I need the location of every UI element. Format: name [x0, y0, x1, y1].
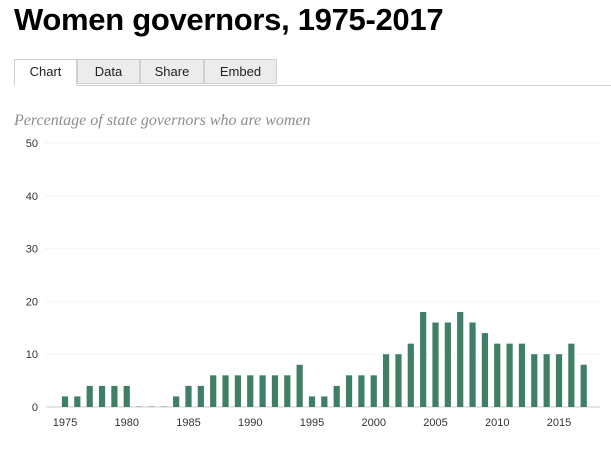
bar: [494, 343, 501, 407]
bar: [234, 375, 241, 407]
bar: [383, 354, 390, 407]
bar: [185, 385, 192, 407]
bar: [111, 385, 118, 407]
bar: [568, 343, 575, 407]
page-title: Women governors, 1975-2017: [14, 2, 444, 37]
bar: [271, 375, 279, 407]
x-tick-label: 2015: [547, 417, 571, 429]
x-tick-label: 1985: [176, 417, 200, 429]
tab-share[interactable]: Share: [140, 59, 204, 84]
bar: [173, 396, 180, 407]
bar: [86, 385, 93, 407]
y-tick-label: 10: [26, 349, 38, 361]
x-tick-label: 1975: [53, 417, 77, 429]
y-tick-label: 30: [26, 244, 38, 256]
bar: [580, 364, 587, 407]
bar: [457, 311, 464, 407]
bar: [555, 354, 563, 407]
bar: [531, 354, 538, 407]
bar: [123, 385, 130, 407]
tab-embed[interactable]: Embed: [204, 59, 277, 84]
bar: [345, 375, 353, 407]
bar: [370, 375, 377, 407]
y-tick-label: 50: [26, 138, 38, 150]
x-tick-label: 2010: [485, 417, 509, 429]
bar: [308, 396, 316, 407]
x-tick-label: 2005: [423, 417, 447, 429]
bar: [444, 322, 451, 407]
x-tick-label: 1980: [115, 417, 139, 429]
bar: [61, 396, 69, 407]
bar: [407, 343, 414, 407]
tab-data[interactable]: Data: [77, 59, 140, 84]
x-tick-label: 2000: [362, 417, 386, 429]
y-tick-label: 0: [32, 402, 38, 414]
bar: [432, 322, 439, 407]
tab-bar: Chart Data Share Embed: [14, 59, 611, 86]
bar: [481, 333, 488, 407]
bar: [395, 354, 402, 407]
bar: [74, 396, 81, 407]
bar: [296, 364, 303, 407]
tab-chart[interactable]: Chart: [14, 59, 77, 86]
bar: [222, 375, 229, 407]
bar: [148, 406, 155, 407]
bar: [321, 396, 328, 407]
x-tick-label: 1995: [300, 417, 324, 429]
bar: [506, 343, 513, 407]
bar: [136, 406, 143, 407]
bar: [518, 343, 526, 407]
bar: [420, 311, 427, 407]
y-tick-label: 40: [26, 191, 38, 203]
bar: [333, 385, 340, 407]
bar: [284, 375, 291, 407]
bar: [358, 375, 365, 407]
bar: [469, 322, 476, 407]
bar: [98, 385, 106, 407]
y-tick-label: 20: [26, 296, 38, 308]
bar: [259, 375, 266, 407]
chart-subtitle: Percentage of state governors who are wo…: [14, 112, 311, 129]
bar: [247, 375, 254, 407]
bar-chart: 0 10 20 30 40 50 1975 1980 1985 1990 1995 2000 2005 2…: [26, 138, 600, 429]
bar: [210, 375, 217, 407]
bar: [543, 354, 550, 407]
x-tick-label: 1990: [238, 417, 262, 429]
bar: [197, 385, 204, 407]
bar: [160, 406, 167, 407]
